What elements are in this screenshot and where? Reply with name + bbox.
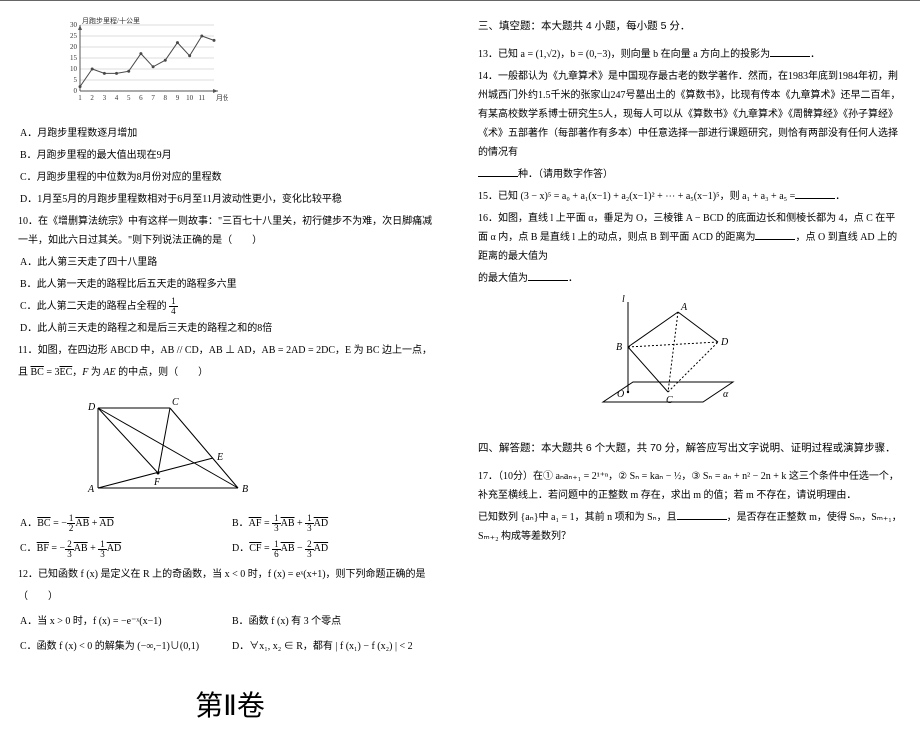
q11-opt-b: B．AF = 13AB + 13AD	[232, 514, 442, 533]
running-chart: 月跑步里程/十公里0510152025301234567891011月份	[58, 15, 442, 118]
q9-opt-d: D．1月至5月的月跑步里程数相对于6月至11月波动性更小，变化比较平稳	[20, 190, 442, 209]
svg-text:月跑步里程/十公里: 月跑步里程/十公里	[82, 16, 140, 25]
svg-text:A: A	[87, 484, 95, 495]
svg-text:0: 0	[74, 87, 78, 95]
svg-text:15: 15	[70, 54, 78, 62]
q12-opt-d: D．∀x₁, x₂ ∈ R，都有 | f (x₁) − f (x₂) | < 2	[232, 637, 442, 656]
svg-text:C: C	[172, 397, 179, 408]
svg-text:D: D	[87, 402, 96, 413]
svg-text:9: 9	[176, 94, 180, 102]
svg-text:F: F	[153, 477, 161, 488]
q9-opt-a: A．月跑步里程数逐月增加	[20, 124, 442, 143]
svg-text:α: α	[723, 389, 729, 400]
svg-text:C: C	[666, 395, 673, 406]
q10-stem: 10．在《增删算法统宗》中有这样一则故事："三百七十八里关，初行健步不为难，次日…	[18, 212, 442, 250]
svg-text:4: 4	[115, 94, 119, 102]
svg-text:11: 11	[198, 94, 205, 102]
q12-opt-b: B．函数 f (x) 有 3 个零点	[232, 612, 442, 631]
q13: 13．已知 a = (1,√2)，b = (0,−3)，则向量 b 在向量 a …	[478, 45, 902, 64]
q9-opt-c: C．月跑步里程的中位数为8月份对应的里程数	[20, 168, 442, 187]
q11-opt-a: A．BC = −12AB + AD	[20, 514, 230, 533]
section-4-heading: 四、解答题：本大题共 6 个大题，共 70 分，解答应写出文字说明、证明过程或演…	[478, 439, 902, 459]
svg-text:20: 20	[70, 43, 78, 51]
svg-text:3: 3	[103, 94, 107, 102]
q17: 17．（10分）在① aₙaₙ₊₁ = 2¹⁺ⁿ，② Sₙ = kaₙ − ½，…	[478, 467, 902, 505]
q11-opt-d: D．CF = 16AB − 23AD	[232, 539, 442, 558]
svg-text:月份: 月份	[216, 93, 228, 102]
svg-text:2: 2	[90, 94, 94, 102]
quadrilateral-figure: A B C D E F	[78, 388, 442, 505]
q11-stem: 11．如图，在四边形 ABCD 中，AB // CD，AB ⊥ AD，AB = …	[18, 341, 442, 360]
fraction-icon: 14	[169, 297, 178, 316]
svg-text:5: 5	[127, 94, 131, 102]
svg-text:5: 5	[74, 76, 78, 84]
q12-paren: （ ）	[18, 587, 442, 606]
q10c-text: C．此人第二天走的路程占全程的	[20, 301, 167, 312]
svg-text:7: 7	[151, 94, 155, 102]
svg-text:E: E	[216, 452, 223, 463]
q10-opt-d: D．此人前三天走的路程之和是后三天走的路程之和的8倍	[20, 319, 442, 338]
section-3-heading: 三、填空题：本大题共 4 小题，每小题 5 分．	[478, 17, 902, 37]
svg-text:25: 25	[70, 32, 78, 40]
section-2-title: 第Ⅱ卷	[18, 679, 442, 732]
q12-opt-a: A．当 x > 0 时，f (x) = −e⁻ˣ(x−1)	[20, 612, 230, 631]
svg-text:l: l	[622, 294, 625, 305]
q12-opt-c: C．函数 f (x) < 0 的解集为 (−∞,−1)∪(0,1)	[20, 637, 230, 656]
q10-opt-b: B．此人第一天走的路程比后五天走的路程多六里	[20, 275, 442, 294]
tetrahedron-figure: l A B C D Oα	[578, 292, 902, 429]
q9-opt-b: B．月跑步里程的最大值出现在9月	[20, 146, 442, 165]
q15: 15．已知 (3 − x)⁵ = a₀ + a₁(x−1) + a₂(x−1)²…	[478, 187, 902, 206]
svg-text:30: 30	[70, 21, 78, 29]
svg-text:A: A	[680, 302, 688, 313]
svg-text:B: B	[242, 484, 248, 495]
q10-opt-a: A．此人第三天走了四十八里路	[20, 253, 442, 272]
q12-stem: 12．已知函数 f (x) 是定义在 R 上的奇函数，当 x < 0 时，f (…	[18, 565, 442, 584]
svg-text:10: 10	[70, 65, 78, 73]
q11-opt-c: C．BF = −23AB + 13AD	[20, 539, 230, 558]
svg-text:8: 8	[164, 94, 168, 102]
svg-text:D: D	[720, 337, 729, 348]
svg-text:10: 10	[186, 94, 194, 102]
q16-cont: 的最大值为．	[478, 269, 902, 288]
svg-text:6: 6	[139, 94, 143, 102]
q17b: 已知数列 {aₙ}中 a₁ = 1，其前 n 项和为 Sₙ，且，是否存在正整数 …	[478, 508, 902, 546]
q14-cont: 种．（请用数字作答）	[478, 165, 902, 184]
q10-opt-c: C．此人第二天走的路程占全程的 14	[20, 297, 442, 316]
svg-text:1: 1	[78, 94, 82, 102]
svg-text:B: B	[616, 342, 622, 353]
q16: 16．如图，直线 l 上平面 α，垂足为 O，三棱锥 A − BCD 的底面边长…	[478, 209, 902, 266]
svg-text:O: O	[617, 389, 624, 400]
q11-stem-cont: 且 BC = 3EC，F 为 AE 的中点，则（ ）	[18, 363, 442, 382]
q14: 14．一般都认为《九章算术》是中国现存最古老的数学著作．然而，在1983年底到1…	[478, 67, 902, 162]
